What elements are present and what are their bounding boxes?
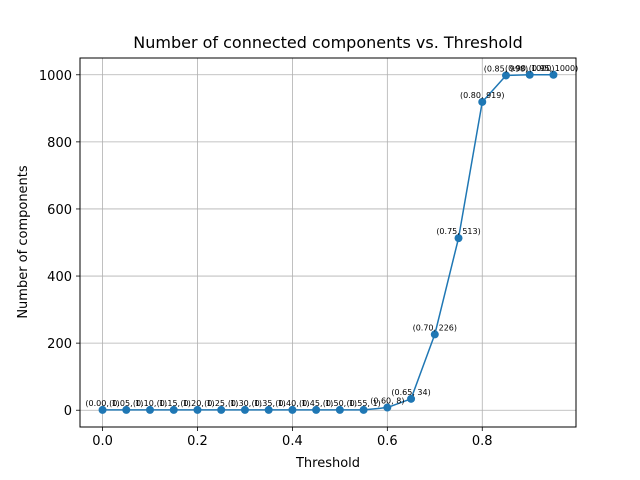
y-tick-label: 0	[64, 404, 72, 419]
data-point-label: (0.90, 1000)	[505, 64, 555, 73]
x-tick-label: 0.8	[472, 434, 493, 449]
data-point-label: (0.10, 1)	[133, 399, 167, 408]
axis-ticks: 0.0 0.2 0.4 0.6 0.8 0 200 400 600 800 1000	[39, 69, 493, 449]
y-tick-label: 800	[47, 136, 72, 151]
data-labels: (0.00, 1)(0.05, 1)(0.10, 1)(0.15, 1)(0.2…	[85, 64, 578, 408]
data-point	[217, 405, 226, 414]
data-point	[549, 70, 558, 79]
data-point	[193, 405, 202, 414]
data-point-label: (0.50, 1)	[323, 399, 357, 408]
data-point-label: (0.35, 1)	[252, 399, 286, 408]
data-point-label: (0.75, 513)	[436, 227, 480, 236]
y-tick-label: 1000	[39, 69, 72, 84]
data-point	[98, 405, 107, 414]
data-point	[359, 405, 368, 414]
data-point-label: (0.45, 1)	[299, 399, 333, 408]
grid-lines	[80, 58, 576, 427]
data-point	[122, 405, 131, 414]
data-point-label: (0.70, 226)	[413, 323, 457, 332]
data-point-label: (0.40, 1)	[275, 399, 309, 408]
data-point	[335, 405, 344, 414]
plot-frame	[79, 57, 577, 428]
data-point-label: (0.15, 1)	[157, 399, 191, 408]
data-point-label: (0.20, 1)	[180, 399, 214, 408]
data-point	[454, 234, 463, 243]
data-point-label: (0.85, 998)	[484, 64, 528, 73]
data-point-label: (0.60, 8)	[370, 397, 404, 406]
y-tick-label: 600	[47, 203, 72, 218]
data-point	[383, 403, 392, 412]
data-point	[264, 405, 273, 414]
data-point	[312, 405, 321, 414]
data-point-label: (0.95, 1000)	[529, 64, 579, 73]
y-tick-label: 400	[47, 270, 72, 285]
data-series	[98, 70, 558, 414]
x-tick-label: 0.6	[377, 434, 398, 449]
x-tick-label: 0.0	[92, 434, 113, 449]
y-tick-label: 200	[47, 337, 72, 352]
data-point	[407, 394, 416, 403]
data-point	[146, 405, 155, 414]
chart-title: Number of connected components vs. Thres…	[133, 33, 523, 52]
data-point-label: (0.55, 1)	[346, 399, 380, 408]
data-point	[501, 71, 510, 80]
y-axis-label: Number of components	[16, 165, 31, 319]
x-axis-label: Threshold	[295, 456, 360, 471]
x-tick-label: 0.4	[282, 434, 303, 449]
data-point-label: (0.30, 1)	[228, 399, 262, 408]
data-point	[169, 405, 178, 414]
x-tick-label: 0.2	[187, 434, 208, 449]
data-point	[525, 70, 534, 79]
data-point-label: (0.25, 1)	[204, 399, 238, 408]
data-point	[240, 405, 249, 414]
data-point-label: (0.00, 1)	[85, 399, 119, 408]
data-point-label: (0.80, 919)	[460, 91, 504, 100]
data-point	[288, 405, 297, 414]
data-point	[430, 330, 439, 339]
data-point-label: (0.05, 1)	[109, 399, 143, 408]
data-point	[478, 97, 487, 106]
data-point-label: (0.65, 34)	[391, 388, 430, 397]
